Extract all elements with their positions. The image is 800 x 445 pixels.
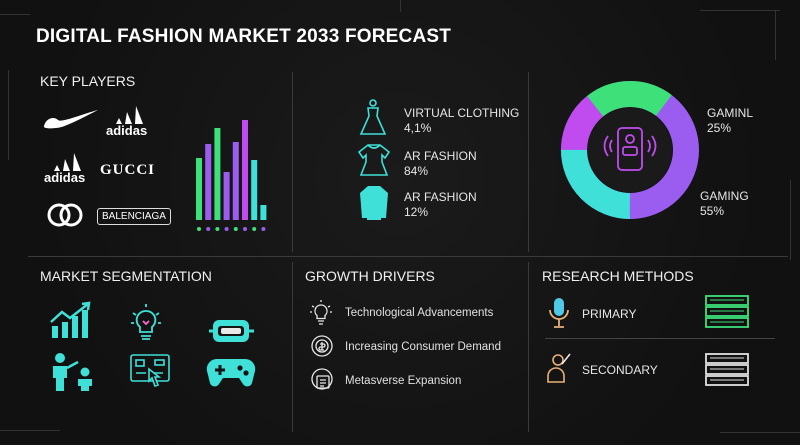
donut-segment-cyan: [561, 81, 699, 219]
bar-dot: [243, 227, 247, 231]
circuit-trace: [775, 10, 776, 60]
lightbulb-icon: [309, 300, 333, 331]
adidas-logo: adidas: [106, 106, 158, 138]
bar: [251, 160, 258, 220]
metaverse-icon: [310, 367, 334, 398]
circuit-trace: [700, 10, 780, 11]
donut-segment-green: [561, 81, 699, 219]
research-method-item: SECONDARY: [582, 363, 658, 377]
adidas-stripes-icon: [116, 106, 143, 124]
key-players-heading: KEY PLAYERS: [40, 73, 136, 89]
phone-icon: [603, 127, 657, 171]
globe-money-icon: [310, 334, 334, 363]
bar-chart: [196, 120, 267, 231]
circuit-trace: [790, 180, 791, 260]
divider: [292, 262, 293, 432]
growth-chart-icon: [48, 301, 96, 345]
bar: [214, 128, 221, 220]
gucci-logo: GUCCI: [100, 162, 156, 178]
growth-driver-item: Technological Advancements: [345, 307, 494, 319]
bar-dot: [261, 227, 266, 231]
donut-chart: [561, 81, 699, 219]
gamepad-icon: [205, 357, 257, 394]
bar-dot: [224, 227, 229, 231]
balenciaga-logo: BALENCIAGA: [97, 208, 171, 225]
bar: [242, 120, 248, 220]
segment-name: AR FASHION: [404, 190, 477, 204]
donut-label-name: GAMING: [700, 189, 749, 203]
donut-label-name: GAMINL: [707, 106, 754, 120]
segment-value: 12%: [404, 205, 429, 219]
bar: [223, 172, 230, 220]
dress-icon: [358, 98, 388, 143]
growth-driver-item: Increasing Consumer Demand: [345, 341, 501, 353]
growth-driver-item: Metasverse Expansion: [345, 375, 462, 387]
divider: [528, 262, 529, 432]
segment-value: 4,1%: [404, 121, 432, 135]
adidas-stripes-icon: [54, 153, 81, 171]
gucci-gg-icon: [46, 202, 84, 233]
circuit-trace: [0, 14, 30, 15]
segment-name: AR FASHION: [404, 149, 477, 163]
document-stack-icon: [704, 352, 750, 393]
growth-drivers-heading: GROWTH DRIVERS: [305, 268, 435, 284]
brand-name: adidas: [106, 123, 148, 138]
segment-value: 84%: [404, 164, 429, 178]
interactive-screen-icon: [129, 353, 171, 396]
circuit-trace: [0, 430, 60, 431]
donut-hole: [588, 108, 672, 192]
adidas-logo: adidas: [44, 153, 96, 185]
segment-name: VIRTUAL CLOTHING: [404, 106, 520, 120]
circuit-trace: [8, 70, 9, 160]
brand-name: adidas: [44, 170, 86, 185]
bar: [260, 205, 267, 220]
researcher-icon: [546, 352, 572, 389]
divider: [28, 256, 788, 257]
donut-label-value: 25%: [707, 121, 732, 135]
bar: [196, 158, 202, 220]
bar-dot: [206, 227, 211, 231]
vr-headset-icon: [207, 316, 257, 351]
page-title: DIGITAL FASHION MARKET 2033 FORECAST: [36, 26, 452, 47]
shirt-dress-icon: [356, 142, 392, 183]
bar-dot: [252, 227, 257, 231]
nike-logo-icon: [42, 108, 100, 135]
donut-label-value: 55%: [700, 204, 725, 218]
divider: [292, 72, 293, 252]
bar-dot: [215, 227, 220, 231]
lightbulb-icon: [128, 303, 164, 346]
people-presentation-icon: [50, 352, 98, 397]
research-methods-heading: RESEARCH METHODS: [542, 268, 694, 284]
circuit-trace: [400, 0, 401, 12]
bar: [205, 144, 212, 220]
bar: [232, 142, 239, 220]
bar-dot: [233, 227, 238, 231]
divider: [528, 72, 529, 252]
database-stack-icon: [704, 294, 750, 335]
market-segmentation-heading: MARKET SEGMENTATION: [40, 268, 212, 284]
research-method-item: PRIMARY: [582, 307, 637, 321]
circuit-trace: [720, 432, 800, 433]
sweater-icon: [358, 184, 390, 227]
bar-dot: [197, 227, 201, 231]
microphone-icon: [547, 296, 571, 335]
divider: [545, 338, 775, 339]
